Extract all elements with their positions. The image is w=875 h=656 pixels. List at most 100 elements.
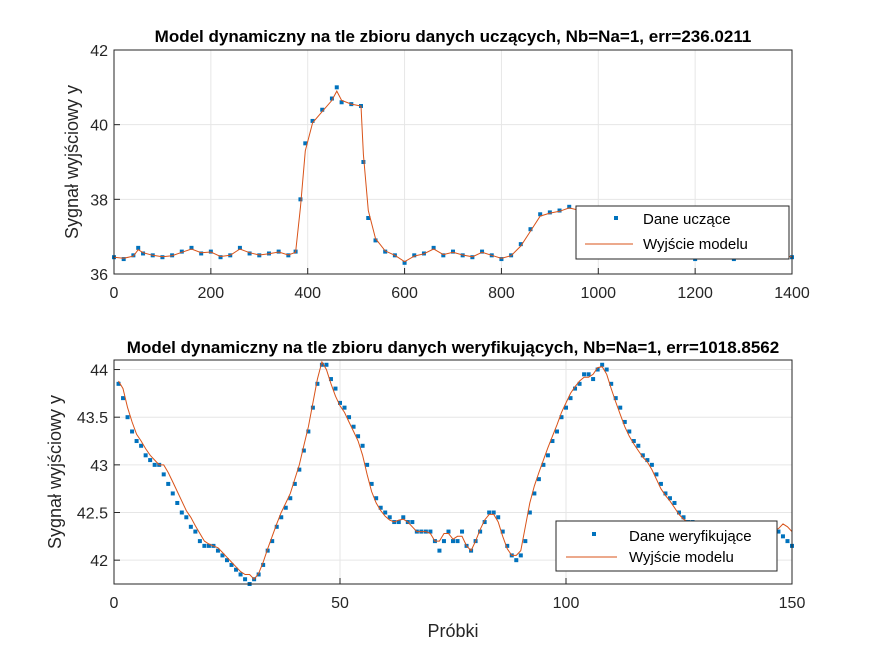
data-point-bottom — [536, 477, 541, 482]
data-point-top — [499, 257, 504, 262]
data-point-bottom — [649, 462, 654, 467]
data-point-bottom — [265, 548, 270, 553]
y-tick-label-bottom: 42 — [90, 553, 108, 570]
y-tick-label-top: 36 — [90, 267, 108, 284]
data-point-bottom — [288, 496, 293, 501]
data-point-bottom — [478, 529, 483, 534]
data-point-top — [320, 107, 325, 112]
y-axis-label-bottom: Sygnał wyjściowy y — [45, 395, 65, 549]
data-point-top — [480, 249, 485, 254]
data-point-bottom — [328, 377, 333, 382]
x-tick-label-top: 0 — [110, 285, 119, 302]
data-point-bottom — [604, 367, 609, 372]
data-point-bottom — [297, 467, 302, 472]
data-point-top — [567, 204, 572, 209]
data-point-bottom — [356, 434, 361, 439]
data-point-top — [136, 245, 141, 250]
data-point-bottom — [636, 443, 641, 448]
data-point-bottom — [681, 515, 686, 520]
axes-box-bottom — [113, 359, 793, 585]
data-point-top — [199, 251, 204, 256]
data-point-bottom — [527, 510, 532, 515]
data-point-bottom — [523, 539, 528, 544]
data-point-bottom — [600, 362, 605, 367]
data-point-bottom — [333, 386, 338, 391]
data-point-bottom — [324, 362, 329, 367]
data-point-bottom — [243, 577, 248, 582]
data-point-bottom — [292, 481, 297, 486]
legend-label-model-top: Wyjście modelu — [643, 236, 748, 253]
data-point-bottom — [541, 462, 546, 467]
data-point-bottom — [776, 529, 781, 534]
chart-title-bottom: Model dynamiczny na tle zbioru danych we… — [127, 338, 779, 357]
data-point-bottom — [586, 372, 591, 377]
data-point-top — [373, 238, 378, 243]
data-point-top — [383, 249, 388, 254]
data-point-bottom — [369, 481, 374, 486]
legend-box-top — [575, 205, 790, 260]
data-point-top — [334, 85, 339, 90]
data-point-bottom — [410, 520, 415, 525]
data-point-bottom — [582, 372, 587, 377]
x-tick-label-bottom: 50 — [331, 595, 349, 612]
data-point-bottom — [451, 539, 455, 544]
data-point-bottom — [437, 548, 442, 553]
y-tick-label-top: 42 — [90, 43, 108, 60]
data-point-bottom — [225, 558, 229, 563]
x-tick-label-bottom: 0 — [110, 595, 119, 612]
data-point-bottom — [446, 529, 451, 534]
data-point-bottom — [179, 510, 184, 515]
data-point-top — [431, 245, 436, 250]
data-point-bottom — [220, 553, 225, 558]
data-point-bottom — [143, 453, 148, 458]
y-tick-label-top: 38 — [90, 192, 108, 209]
data-point-bottom — [125, 415, 130, 420]
data-point-top — [121, 257, 126, 262]
legend-label-data-bottom: Dane weryfikujące — [629, 528, 752, 545]
legend-label-model-bottom: Wyjście modelu — [629, 549, 734, 566]
data-point-bottom — [139, 443, 144, 448]
data-point-bottom — [532, 491, 537, 496]
legend-top: Dane uczące Wyjście modelu — [575, 205, 790, 260]
data-point-bottom — [175, 500, 180, 505]
data-point-bottom — [554, 429, 559, 434]
training-axes: 0 200 400 600 800 1000 1200 1400 36 38 40 42 Model … — [62, 27, 810, 302]
x-tick-label-bottom: 150 — [779, 595, 806, 612]
data-point-bottom — [161, 472, 166, 477]
data-point-bottom — [631, 439, 636, 444]
data-point-bottom — [514, 558, 519, 563]
data-point-bottom — [256, 572, 261, 577]
data-point-bottom — [229, 562, 234, 567]
data-point-bottom — [274, 524, 279, 529]
ticks-top: 0 200 400 600 800 1000 1200 1400 36 38 40 42 — [90, 43, 810, 302]
data-point-bottom — [640, 453, 645, 458]
data-point-top — [218, 255, 223, 260]
x-tick-label-top: 400 — [294, 285, 321, 302]
data-point-bottom — [234, 567, 239, 572]
data-point-bottom — [496, 515, 501, 520]
data-point-bottom — [618, 405, 623, 410]
data-point-bottom — [116, 381, 121, 386]
y-tick-label-bottom: 44 — [90, 363, 108, 380]
data-point-top — [329, 96, 334, 101]
data-point-bottom — [396, 520, 401, 525]
data-point-top — [402, 260, 407, 265]
data-point-bottom — [148, 458, 153, 463]
data-point-top — [547, 210, 552, 215]
data-point-bottom — [130, 429, 135, 434]
data-point-bottom — [202, 543, 207, 548]
data-point-top — [361, 160, 366, 164]
data-point-bottom — [121, 396, 126, 401]
data-point-bottom — [152, 462, 157, 467]
data-point-bottom — [188, 524, 193, 529]
data-point-top — [538, 212, 543, 217]
data-point-bottom — [672, 500, 677, 505]
data-point-bottom — [577, 381, 582, 386]
data-point-top — [366, 216, 371, 220]
data-point-bottom — [310, 405, 315, 410]
data-point-bottom — [550, 439, 555, 444]
legend-box-bottom — [555, 520, 778, 572]
data-point-bottom — [441, 539, 446, 544]
data-point-bottom — [545, 453, 550, 458]
x-tick-label-top: 600 — [391, 285, 418, 302]
